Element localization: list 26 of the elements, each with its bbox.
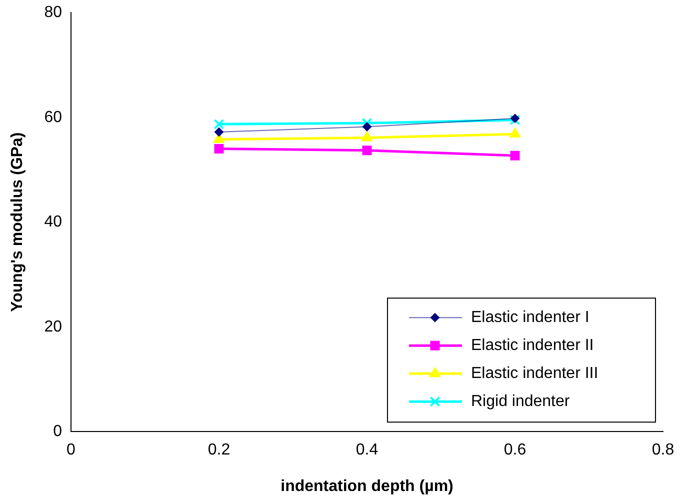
point [214, 128, 224, 137]
x-tick-label: 0.8 [652, 442, 674, 459]
legend-label: Elastic indenter I [471, 309, 590, 326]
point [362, 146, 372, 156]
point [362, 122, 372, 132]
y-tick-label: 0 [53, 423, 62, 440]
point [361, 131, 373, 142]
point [510, 150, 520, 160]
y-tick-label: 80 [44, 4, 62, 22]
point [214, 144, 224, 154]
y-tick-label: 40 [44, 214, 62, 231]
point [510, 114, 520, 123]
x-tick-label: 0.6 [504, 442, 526, 459]
point [509, 128, 521, 138]
legend-label: Rigid indenter [471, 393, 570, 410]
legend-label: Elastic indenter II [471, 337, 594, 354]
point [214, 118, 224, 130]
point [362, 118, 372, 128]
x-tick-label: 0.4 [356, 442, 378, 459]
x-tick-label: 0 [66, 442, 76, 459]
legend-label: Elastic indenter III [471, 365, 598, 382]
y-tick-label: 20 [44, 318, 62, 336]
y-tick-label: 60 [44, 108, 62, 126]
x-axis-title: indentation depth (µm) [280, 478, 454, 495]
y-axis-title: Young's modulus (GPa) [9, 132, 26, 312]
x-tick-label: 0.2 [208, 442, 230, 459]
